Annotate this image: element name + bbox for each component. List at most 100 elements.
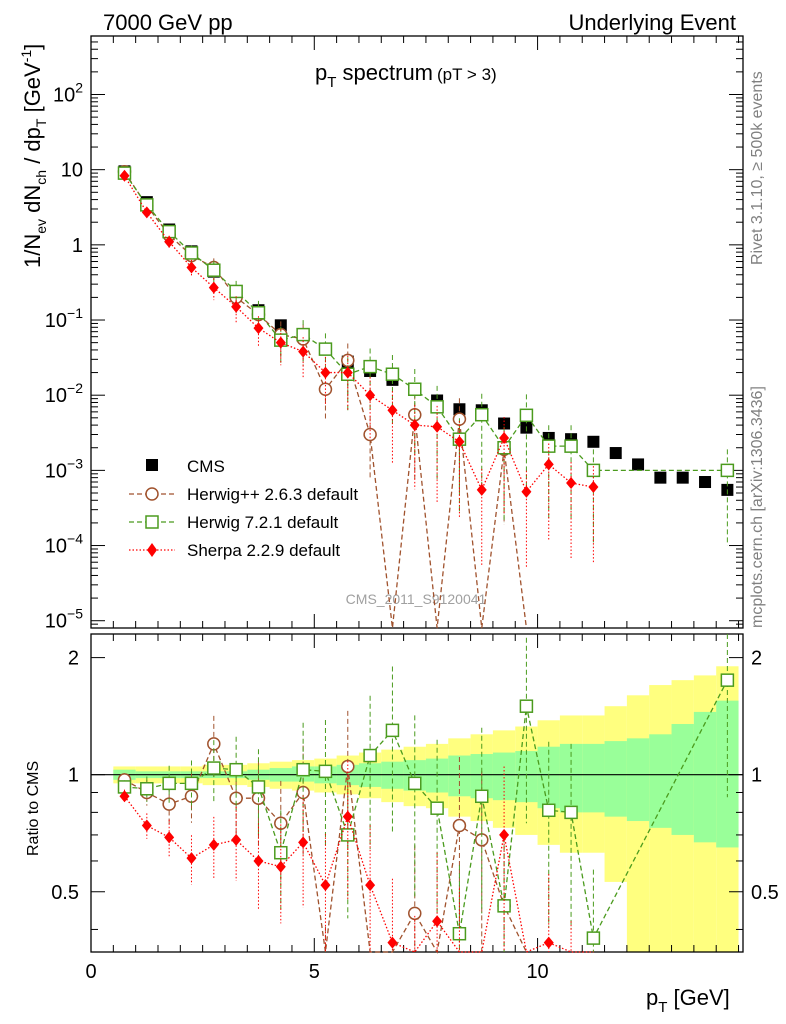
series-point-ratio xyxy=(253,854,264,867)
series-point-ratio xyxy=(541,803,556,818)
series-point-main xyxy=(475,407,489,422)
y-axis-label: 1/Nev dNch / dpT [GeV-1] xyxy=(18,44,49,268)
series-point-ratio xyxy=(720,673,735,687)
band-stat-23 xyxy=(626,738,650,822)
series-point-main xyxy=(387,404,398,417)
series-point-ratio xyxy=(231,833,242,846)
y-tick-label: 10 xyxy=(61,160,83,182)
series-point-main xyxy=(720,463,735,478)
plot-title: pT spectrum (pT > 3) xyxy=(315,60,497,91)
series-point-ratio xyxy=(430,801,444,815)
series-point-main xyxy=(409,419,420,432)
cms-point xyxy=(498,417,511,430)
series-point-main xyxy=(119,169,130,182)
series-point-ratio xyxy=(320,879,331,892)
axis-ticks: 0 5 10 10−5 10−4 10−3 10−2 10−1 1 10 102 0.5 0.5 1 1 2 2 xyxy=(45,35,779,983)
x-tick-label: 5 xyxy=(309,961,320,983)
series-point-main xyxy=(519,408,534,423)
cms-point xyxy=(654,471,667,484)
legend-label-herwigpp: Herwig++ 2.6.3 default xyxy=(187,485,358,504)
y-tick-label: 10−3 xyxy=(45,455,83,482)
band-stat-17 xyxy=(492,752,516,801)
data-series xyxy=(117,164,735,954)
series-point-main xyxy=(454,435,465,448)
legend-label-sherpa: Sherpa 2.2.9 default xyxy=(187,541,340,560)
series-point-ratio xyxy=(229,762,243,777)
band-total-23 xyxy=(626,695,650,952)
series-point-main xyxy=(320,366,331,379)
band-stat-22 xyxy=(604,741,627,817)
series-point-ratio xyxy=(318,764,333,779)
ratio-y-tick-label-right: 2 xyxy=(751,648,762,670)
series-point-main xyxy=(521,485,532,498)
plot-title-cut: (pT > 3) xyxy=(437,65,497,84)
ratio-y-axis-label: Ratio to CMS xyxy=(25,761,42,856)
plot-title-rest: spectrum xyxy=(336,60,433,85)
series-point-ratio xyxy=(586,931,601,945)
series-point-main xyxy=(296,327,310,342)
series-point-main xyxy=(566,476,577,489)
series-point-main xyxy=(298,345,309,358)
series-point-ratio xyxy=(342,810,353,823)
main-panel-frame xyxy=(90,35,744,629)
y-tick-label: 1 xyxy=(72,235,83,257)
series-point-ratio xyxy=(296,762,310,777)
series-point-ratio xyxy=(432,915,443,928)
series-point-main xyxy=(543,458,554,471)
series-point-ratio xyxy=(387,936,398,949)
series-line-main xyxy=(123,175,594,493)
energy-label: 7000 GeV pp xyxy=(103,10,233,35)
series-point-ratio xyxy=(141,819,152,832)
series-point-main xyxy=(541,439,556,453)
ratio-y-tick-label-right: 0.5 xyxy=(751,882,779,904)
series-point-ratio xyxy=(543,936,554,949)
series-point-ratio xyxy=(365,879,376,892)
band-stat-24 xyxy=(649,734,672,828)
series-point-main xyxy=(184,246,199,260)
series-point-ratio xyxy=(251,780,266,794)
series-point-ratio xyxy=(519,699,534,713)
plot-title-sub: T xyxy=(327,74,336,91)
legend: CMS Herwig++ 2.6.3 default Herwig 7.2.1 … xyxy=(129,457,358,560)
series-point-ratio xyxy=(408,776,422,791)
ratio-y-tick-label-left: 2 xyxy=(68,648,79,670)
legend-marker-cms xyxy=(146,459,158,471)
series-line-ratio xyxy=(123,795,594,953)
series-line-main xyxy=(123,172,728,472)
series-point-ratio xyxy=(164,831,175,844)
series-point-main xyxy=(408,382,422,396)
y-tick-label: 102 xyxy=(53,79,83,106)
legend-marker-herwig7 xyxy=(145,515,159,529)
series-point-main xyxy=(432,420,443,433)
analysis-label: Underlying Event xyxy=(568,10,736,35)
series-point-ratio xyxy=(275,860,286,873)
series-point-main xyxy=(564,439,578,453)
band-stat-25 xyxy=(671,723,694,835)
band-stat-21 xyxy=(582,743,605,813)
band-stat-26 xyxy=(693,711,717,843)
rivet-label: Rivet 3.1.10, ≥ 500k events xyxy=(749,71,766,265)
ratio-panel-frame xyxy=(90,633,744,953)
series-point-main xyxy=(253,322,264,335)
cms-point xyxy=(609,447,622,460)
series-point-main xyxy=(499,431,510,444)
series-point-main xyxy=(365,389,376,402)
cms-point xyxy=(699,476,712,489)
series-point-main xyxy=(275,336,286,349)
series-point-ratio xyxy=(564,805,578,820)
series-point-main xyxy=(208,281,219,294)
series-point-main xyxy=(229,284,243,299)
series-point-main xyxy=(141,206,152,219)
series-point-ratio xyxy=(499,828,510,841)
cms-point xyxy=(587,435,600,448)
series-point-ratio xyxy=(475,789,489,804)
ratio-y-tick-label-left: 1 xyxy=(68,765,79,787)
x-tick-label: 10 xyxy=(526,961,548,983)
y-tick-label: 10−1 xyxy=(45,305,83,332)
series-point-main xyxy=(363,359,377,374)
legend-marker-sherpa xyxy=(147,543,157,557)
plot-title-p: p xyxy=(315,60,327,85)
y-tick-label: 10−4 xyxy=(45,531,83,558)
series-point-ratio xyxy=(385,723,400,738)
